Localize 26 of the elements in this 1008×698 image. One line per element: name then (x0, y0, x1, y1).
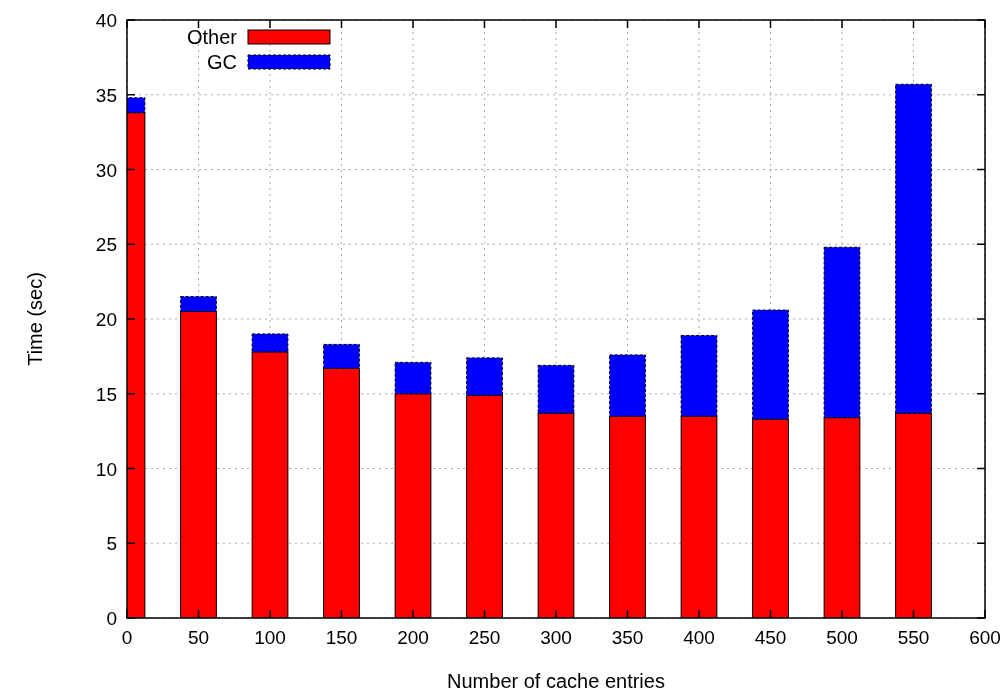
x-tick-label: 150 (325, 627, 358, 648)
y-tick-label: 15 (95, 383, 117, 405)
y-tick-label: 25 (95, 234, 117, 256)
y-tick-label: 20 (95, 309, 117, 330)
x-axis-title: Number of cache entries (447, 670, 665, 692)
x-tick-label: 500 (826, 627, 858, 648)
y-tick-label: 10 (95, 458, 117, 480)
y-tick-label: 35 (95, 84, 117, 106)
x-tick-label: 300 (540, 627, 572, 648)
legend-label: Other (186, 26, 238, 48)
x-tick-label: 100 (254, 627, 286, 648)
y-tick-label: 40 (95, 10, 117, 31)
x-tick-label: 200 (397, 627, 429, 648)
x-tick-label: 250 (468, 627, 501, 648)
y-tick-label: 30 (95, 159, 117, 181)
x-tick-label: 450 (754, 627, 787, 648)
x-tick-label: 600 (969, 627, 1001, 648)
y-axis-title: Time (sec) (24, 272, 46, 366)
x-tick-label: 0 (121, 627, 133, 648)
legend-label: GC (207, 51, 237, 73)
x-tick-label: 50 (187, 627, 210, 648)
x-tick-label: 350 (611, 627, 644, 648)
x-tick-label: 400 (683, 627, 715, 648)
y-tick-label: 5 (106, 533, 117, 555)
x-tick-label: 550 (897, 627, 930, 648)
y-tick-label: 0 (106, 608, 117, 629)
